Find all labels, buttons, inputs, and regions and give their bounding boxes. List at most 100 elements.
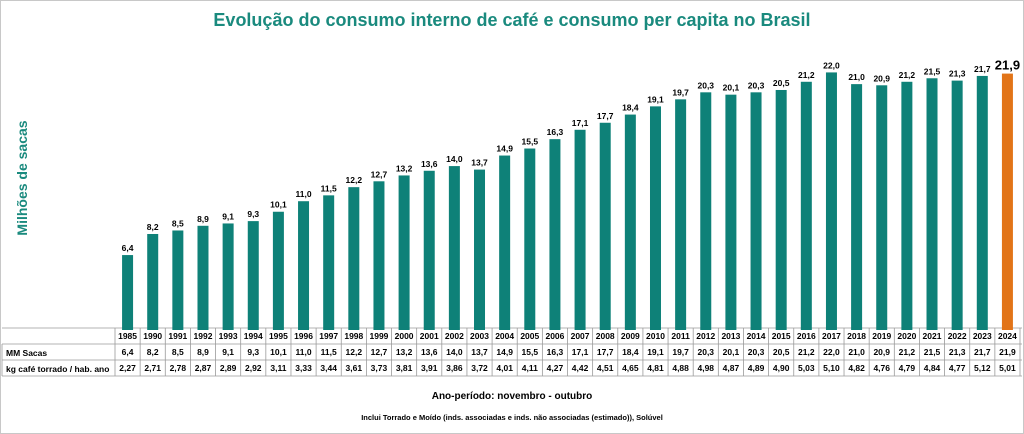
x-tick-label: 1996	[294, 331, 313, 341]
table-cell: 20,5	[773, 347, 790, 357]
table-cell: 8,2	[147, 347, 159, 357]
table-cell: 3,33	[295, 363, 312, 373]
table-cell: 20,1	[723, 347, 740, 357]
bar	[775, 89, 787, 331]
x-tick-label: 2023	[973, 331, 992, 341]
table-cell: 4,65	[622, 363, 639, 373]
x-tick-label: 2001	[420, 331, 439, 341]
x-tick-label: 2007	[571, 331, 590, 341]
table-cell: 21,2	[798, 347, 815, 357]
table-cell: 20,3	[697, 347, 714, 357]
data-label: 12,2	[346, 175, 363, 185]
x-tick-label: 1995	[269, 331, 288, 341]
table-cell: 4,01	[496, 363, 513, 373]
table-cell: 3,73	[371, 363, 388, 373]
table-cell: 11,5	[321, 347, 337, 357]
bar	[800, 81, 812, 331]
data-label: 20,1	[723, 83, 740, 93]
table-cell: 3,86	[446, 363, 463, 373]
table-cell: 13,2	[396, 347, 413, 357]
table-cell: 4,77	[949, 363, 966, 373]
table-cell: 8,5	[172, 347, 184, 357]
table-row-label-mm-sacas: MM Sacas	[6, 348, 48, 358]
x-tick-label: 2008	[596, 331, 615, 341]
data-label: 13,6	[421, 159, 438, 169]
footnote: Inclui Torrado e Moído (inds. associadas…	[361, 413, 663, 422]
x-tick-label: 2015	[772, 331, 791, 341]
bar	[172, 230, 184, 330]
table-cell: 21,9	[999, 347, 1016, 357]
x-tick-label: 2004	[495, 331, 514, 341]
table-cell: 18,4	[622, 347, 639, 357]
table-cell: 20,3	[748, 347, 765, 357]
x-tick-label: 1990	[143, 331, 162, 341]
table-cell: 22,0	[823, 347, 840, 357]
data-label: 21,7	[974, 64, 991, 74]
table-cell: 4,42	[572, 363, 589, 373]
bar	[222, 223, 234, 330]
data-label: 21,2	[798, 70, 815, 80]
x-tick-label: 1999	[369, 331, 388, 341]
data-label: 13,2	[396, 163, 413, 173]
bar	[122, 255, 134, 330]
data-label: 15,5	[522, 137, 539, 147]
bar	[951, 80, 963, 330]
x-tick-label: 2021	[923, 331, 942, 341]
data-label: 11,5	[321, 183, 337, 193]
x-tick-label: 2014	[747, 331, 766, 341]
table-cell: 4,82	[848, 363, 865, 373]
x-tick-label: 1993	[219, 331, 238, 341]
data-label: 19,7	[672, 87, 689, 97]
table-cell: 2,89	[220, 363, 237, 373]
bar	[649, 106, 661, 330]
bar	[272, 211, 284, 330]
table-cell: 12,2	[346, 347, 363, 357]
x-tick-label: 1985	[118, 331, 137, 341]
data-label: 17,7	[597, 111, 614, 121]
bar	[298, 201, 310, 330]
table-cell: 14,0	[446, 347, 463, 357]
data-label: 16,3	[547, 127, 564, 137]
x-tick-label: 2002	[445, 331, 464, 341]
table-cell: 12,7	[371, 347, 388, 357]
table-cell: 4,76	[873, 363, 890, 373]
bar	[700, 92, 712, 330]
bar	[147, 233, 159, 330]
bar	[197, 225, 209, 330]
data-label: 21,2	[899, 70, 916, 80]
table-cell: 8,9	[197, 347, 209, 357]
table-cell: 2,27	[119, 363, 136, 373]
data-label: 18,4	[622, 103, 639, 113]
data-label: 21,5	[924, 66, 941, 76]
table-cell: 20,9	[873, 347, 890, 357]
table-cell: 17,1	[572, 347, 589, 357]
bar	[247, 221, 259, 330]
data-label: 17,1	[572, 118, 589, 128]
x-tick-label: 2013	[721, 331, 740, 341]
table-cell: 21,0	[848, 347, 865, 357]
table-cell: 5,10	[823, 363, 840, 373]
data-label: 21,0	[848, 72, 865, 82]
table-cell: 4,87	[723, 363, 740, 373]
bar	[851, 84, 863, 330]
bar	[398, 175, 410, 330]
table-cell: 3,72	[471, 363, 488, 373]
bar	[750, 92, 762, 330]
data-label: 14,9	[496, 144, 513, 154]
x-tick-label: 1997	[319, 331, 338, 341]
bar	[876, 85, 888, 330]
table-cell: 5,01	[999, 363, 1016, 373]
x-tick-label: 2019	[872, 331, 891, 341]
x-tick-label: 2006	[545, 331, 564, 341]
bar	[499, 155, 511, 330]
x-tick-label: 1992	[194, 331, 213, 341]
table-cell: 4,79	[899, 363, 916, 373]
x-tick-label: 2009	[621, 331, 640, 341]
bar	[599, 122, 611, 330]
data-label: 21,3	[949, 69, 966, 79]
table-cell: 21,5	[924, 347, 941, 357]
table-cell: 2,92	[245, 363, 262, 373]
x-tick-label: 2022	[948, 331, 967, 341]
x-tick-label: 2012	[696, 331, 715, 341]
table-cell: 4,98	[697, 363, 714, 373]
